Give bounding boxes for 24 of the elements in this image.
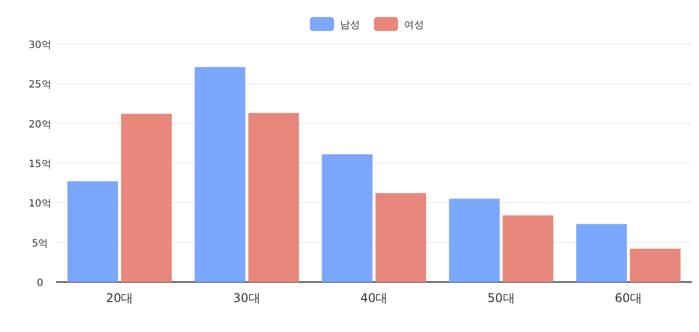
bar [121, 114, 172, 282]
bar [449, 198, 500, 282]
bar [576, 224, 627, 282]
x-tick-label: 40대 [360, 291, 388, 305]
bar [194, 67, 246, 282]
bar [502, 215, 554, 282]
y-tick-label: 15억 [28, 159, 52, 170]
y-tick-label: 20억 [28, 119, 52, 130]
y-tick-label: 5억 [32, 238, 48, 250]
bar [67, 181, 118, 282]
bar [322, 154, 372, 282]
x-tick-label: 50대 [488, 291, 515, 305]
x-tick-label: 60대 [614, 291, 642, 305]
y-tick-label: 0 [36, 278, 44, 289]
y-tick-label: 10억 [28, 198, 52, 210]
y-tick-label: 25억 [28, 80, 52, 91]
legend-label: 남성 [340, 20, 360, 31]
x-tick-label: 20대 [106, 291, 134, 305]
bar [248, 113, 299, 282]
y-tick-label: 30억 [28, 40, 52, 51]
bar [630, 248, 681, 282]
legend-label: 여성 [404, 20, 424, 31]
bar [376, 193, 426, 282]
x-tick-label: 30대 [233, 291, 260, 305]
